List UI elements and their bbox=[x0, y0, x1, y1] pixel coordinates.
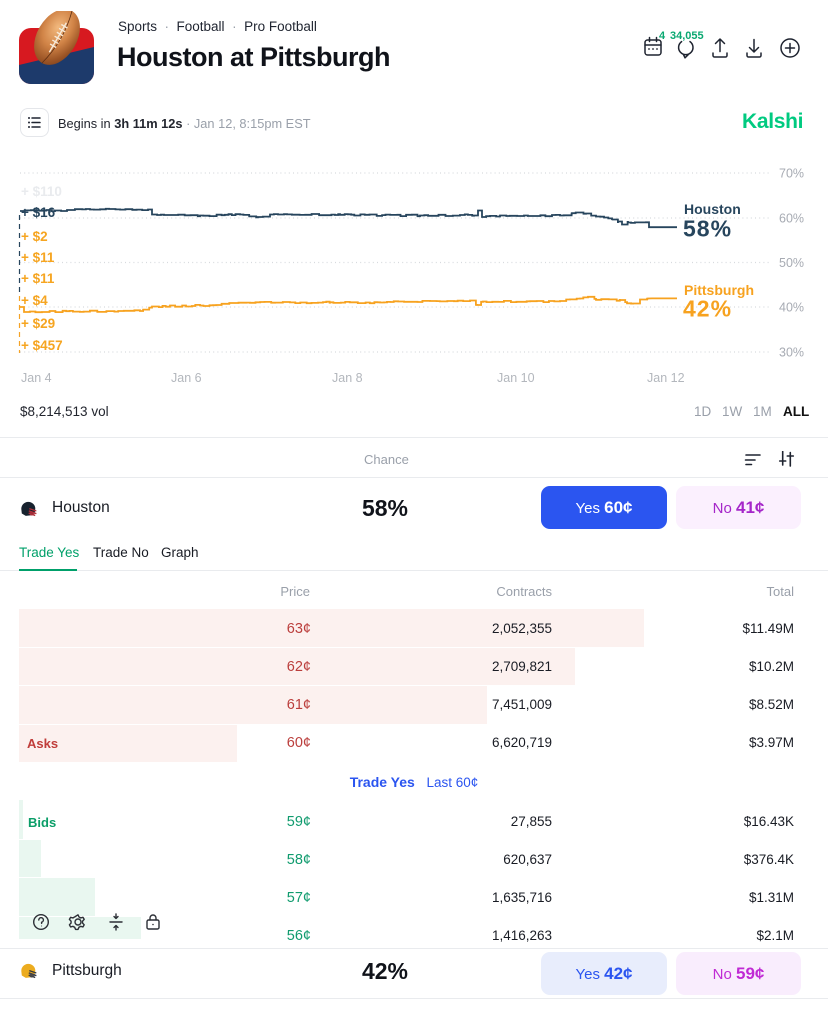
svg-text:60%: 60% bbox=[779, 212, 804, 226]
svg-text:Jan 4: Jan 4 bbox=[21, 371, 52, 385]
svg-text:Houston: Houston bbox=[684, 201, 741, 217]
svg-text:Jan 10: Jan 10 bbox=[497, 371, 535, 385]
svg-text:50%: 50% bbox=[779, 256, 804, 270]
svg-text:+ $16: + $16 bbox=[21, 205, 56, 220]
svg-text:70%: 70% bbox=[779, 167, 804, 181]
svg-text:40%: 40% bbox=[779, 301, 804, 315]
svg-text:Jan 12: Jan 12 bbox=[647, 371, 685, 385]
svg-text:Jan 6: Jan 6 bbox=[171, 371, 202, 385]
svg-text:+ $4: + $4 bbox=[21, 293, 48, 308]
svg-text:+ $110: + $110 bbox=[21, 184, 62, 199]
svg-text:+ $29: + $29 bbox=[21, 316, 55, 331]
svg-text:58%: 58% bbox=[683, 216, 732, 242]
svg-text:Jan 8: Jan 8 bbox=[332, 371, 363, 385]
svg-text:+ $2: + $2 bbox=[21, 229, 48, 244]
svg-text:30%: 30% bbox=[779, 346, 804, 360]
svg-text:+ $11: + $11 bbox=[21, 271, 55, 286]
svg-text:42%: 42% bbox=[683, 296, 732, 322]
svg-text:+ $11: + $11 bbox=[21, 250, 55, 265]
svg-text:Pittsburgh: Pittsburgh bbox=[684, 282, 754, 298]
svg-text:+ $457: + $457 bbox=[21, 338, 63, 353]
